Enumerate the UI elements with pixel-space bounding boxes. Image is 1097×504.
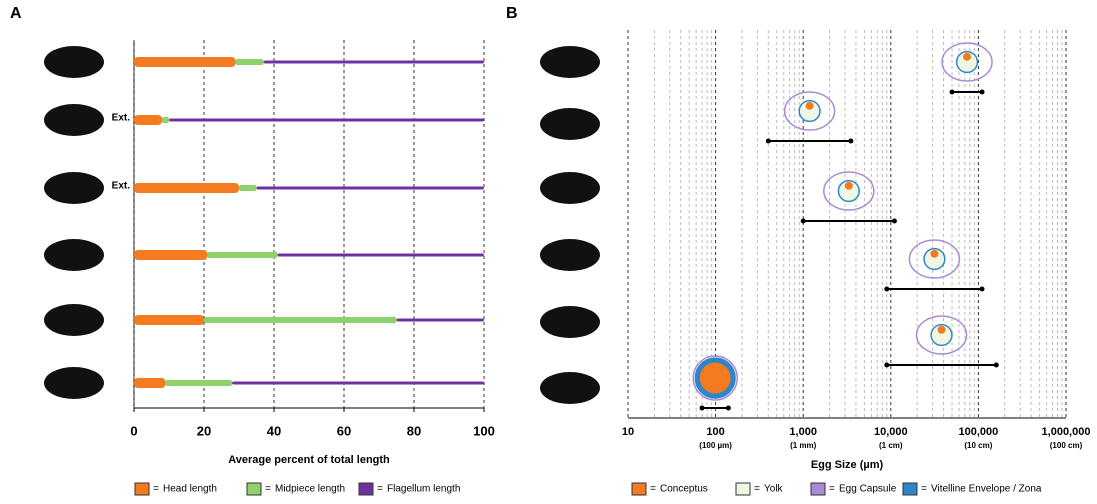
bar-segment: [134, 250, 208, 260]
legend-swatch: [247, 483, 261, 495]
egg-conceptus: [806, 102, 814, 110]
egg-conceptus: [930, 250, 938, 258]
bar-segment: [278, 254, 485, 257]
x-tick-label: 20: [197, 423, 211, 438]
legend-swatch: [903, 483, 917, 495]
bar-segment: [134, 315, 204, 325]
animal-silhouette: [540, 239, 600, 271]
legend-separator: =: [153, 484, 159, 495]
legend-separator: =: [650, 484, 656, 495]
bar-segment: [162, 117, 169, 123]
x-tick-label: 0: [130, 423, 137, 438]
legend-swatch: [135, 483, 149, 495]
bar-segment: [166, 380, 233, 386]
range-end: [848, 139, 853, 144]
bar-segment: [208, 252, 278, 258]
legend-swatch: [359, 483, 373, 495]
legend-swatch: [632, 483, 646, 495]
panel-label: B: [506, 5, 518, 22]
bar-segment: [239, 185, 257, 191]
x-tick-label: 1,000: [789, 426, 817, 438]
figure: A B Average percent of total length Egg …: [0, 0, 1097, 499]
range-end: [801, 219, 806, 224]
bar-segment: [169, 119, 484, 122]
x-axis-label: Egg Size (µm): [811, 459, 884, 471]
legend-label: Flagellum length: [387, 484, 460, 495]
range-end: [980, 287, 985, 292]
range-end: [950, 90, 955, 95]
egg-conceptus: [938, 326, 946, 334]
legend-separator: =: [265, 484, 271, 495]
animal-silhouette: [44, 104, 104, 136]
egg-conceptus: [700, 363, 731, 394]
range-end: [980, 90, 985, 95]
bar-segment: [134, 115, 162, 125]
legend-separator: =: [921, 484, 927, 495]
x-tick-label: 10,000: [874, 426, 908, 438]
bar-segment: [134, 183, 239, 193]
range-end: [700, 406, 705, 411]
bar-segment: [134, 57, 236, 67]
x-tick-sublabel: (100 µm): [699, 441, 732, 450]
animal-silhouette: [540, 172, 600, 204]
x-tick-sublabel: (10 cm): [964, 441, 992, 450]
annotation: Ext.: [112, 113, 131, 124]
legend-label: Midpiece length: [275, 484, 345, 495]
animal-silhouette: [44, 239, 104, 271]
legend-swatch: [736, 483, 750, 495]
legend-separator: =: [829, 484, 835, 495]
range-end: [892, 219, 897, 224]
animal-silhouette: [540, 46, 600, 78]
range-end: [766, 139, 771, 144]
legend-label: Head length: [163, 484, 217, 495]
animal-silhouette: [44, 46, 104, 78]
x-tick-label: 100: [473, 423, 495, 438]
range-end: [884, 287, 889, 292]
bar-segment: [232, 382, 484, 385]
animal-silhouette: [540, 306, 600, 338]
range-end: [994, 363, 999, 368]
animal-silhouette: [540, 372, 600, 404]
range-end: [726, 406, 731, 411]
bar-segment: [204, 317, 397, 323]
x-tick-label: 10: [622, 426, 634, 438]
egg-conceptus: [845, 182, 853, 190]
x-axis-label: Average percent of total length: [228, 454, 390, 466]
legend-label: Vitelline Envelope / Zona: [931, 484, 1042, 495]
animal-silhouette: [44, 172, 104, 204]
x-tick-label: 1,000,000: [1042, 426, 1091, 438]
x-tick-sublabel: (100 cm): [1050, 441, 1083, 450]
animal-silhouette: [540, 108, 600, 140]
legend-label: Egg Capsule: [839, 484, 897, 495]
legend-separator: =: [754, 484, 760, 495]
legend-separator: =: [377, 484, 383, 495]
panel-label: A: [10, 5, 22, 22]
bar-segment: [264, 61, 485, 64]
annotation: Ext.: [112, 181, 131, 192]
bar-segment: [134, 378, 166, 388]
animal-silhouette: [44, 304, 104, 336]
legend-label: Yolk: [764, 484, 784, 495]
bar-segment: [236, 59, 264, 65]
silhouettes: [44, 46, 600, 404]
bar-segment: [257, 187, 485, 190]
animal-silhouette: [44, 367, 104, 399]
range-end: [884, 363, 889, 368]
x-tick-label: 40: [267, 423, 281, 438]
bar-segment: [397, 319, 485, 322]
x-tick-label: 60: [337, 423, 351, 438]
x-tick-sublabel: (1 mm): [790, 441, 817, 450]
legend-label: Conceptus: [660, 484, 708, 495]
x-tick-sublabel: (1 cm): [879, 441, 903, 450]
x-tick-label: 100,000: [959, 426, 999, 438]
legend-swatch: [811, 483, 825, 495]
x-tick-label: 100: [706, 426, 724, 438]
egg-conceptus: [963, 53, 971, 61]
x-tick-label: 80: [407, 423, 421, 438]
